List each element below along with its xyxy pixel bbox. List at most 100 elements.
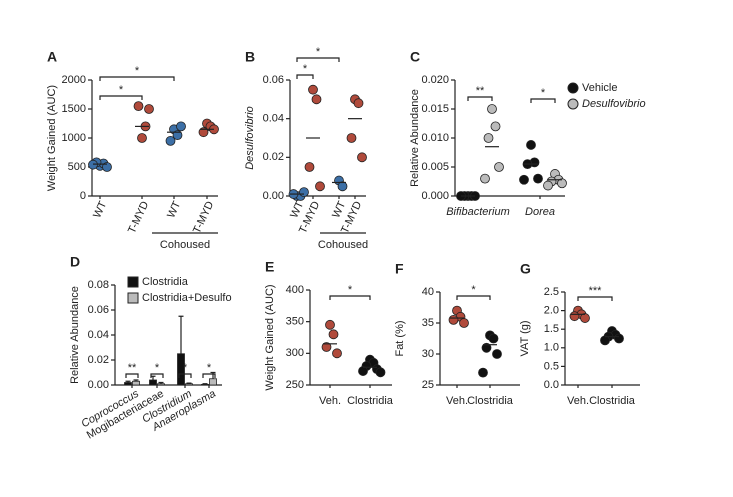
y-tick-label: 0.020 (421, 74, 449, 86)
panel-label: B (245, 49, 255, 65)
significance-bracket (530, 98, 556, 103)
bar (201, 383, 209, 386)
y-tick-label: 0 (80, 190, 86, 202)
y-tick-label: 25 (422, 379, 434, 391)
y-tick-label: 400 (286, 284, 304, 296)
legend-label: Desulfovibrio (582, 98, 646, 110)
data-point (299, 187, 309, 198)
significance-label: * (135, 65, 140, 77)
y-tick-label: 0.00 (263, 190, 284, 202)
y-tick-label: 0.02 (88, 354, 109, 366)
data-point (325, 319, 335, 330)
error-bar (178, 315, 184, 354)
group-label: Cohoused (318, 239, 368, 251)
error-bar (133, 379, 139, 382)
legend-label: Clostridia+Desulfo (142, 292, 232, 304)
y-tick-label: 350 (286, 316, 304, 328)
y-tick-label: 500 (68, 161, 86, 173)
data-point (321, 342, 332, 352)
y-tick-label: 35 (422, 317, 434, 329)
data-point (332, 348, 342, 359)
data-point (569, 311, 580, 322)
significance-label: * (155, 362, 160, 374)
data-point (144, 104, 154, 114)
panel-label: C (410, 49, 420, 65)
legend-label: Clostridia (142, 276, 189, 288)
significance-label: * (471, 284, 476, 296)
bar (157, 383, 165, 386)
data-point (490, 121, 501, 132)
y-tick-label: 2000 (62, 74, 86, 86)
legend-marker (567, 82, 579, 94)
data-point (133, 101, 144, 111)
error-bar (186, 382, 192, 384)
bar (124, 382, 132, 386)
significance-label: ** (128, 362, 137, 374)
x-tick-label: Dorea (525, 206, 555, 218)
y-tick-label: 300 (286, 347, 304, 359)
group-label: Cohoused (160, 239, 210, 251)
data-point (315, 181, 325, 192)
y-tick-label: 1.5 (544, 323, 559, 335)
y-tick-label: 0.000 (421, 190, 449, 202)
data-point (480, 173, 490, 184)
significance-label: ** (476, 85, 485, 97)
data-point (311, 94, 322, 105)
y-axis-label: Relative Abundance (69, 286, 81, 384)
data-point (481, 342, 492, 353)
data-point (488, 333, 499, 344)
data-point (137, 133, 147, 143)
data-point (483, 133, 494, 143)
y-tick-label: 0.00 (88, 379, 109, 391)
data-point (543, 180, 553, 191)
data-point (494, 162, 504, 172)
significance-bracket (178, 373, 192, 378)
y-tick-label: 0.06 (88, 304, 109, 316)
x-tick-label: WT (91, 199, 109, 220)
data-point (580, 313, 590, 323)
data-point (198, 127, 209, 138)
x-tick-label: Clostridia (589, 395, 636, 407)
data-point (308, 84, 318, 95)
data-point (533, 173, 543, 184)
significance-bracket (577, 296, 613, 301)
data-point (459, 318, 469, 328)
significance-label: * (119, 84, 124, 96)
data-point (526, 140, 536, 150)
error-bar (158, 381, 164, 384)
significance-label: * (541, 87, 546, 99)
significance-label: * (303, 63, 308, 75)
panel-label: F (395, 261, 404, 277)
significance-bracket (296, 57, 340, 62)
data-point (557, 178, 567, 189)
significance-label: * (348, 284, 353, 296)
data-point (600, 335, 610, 346)
significance-bracket (125, 373, 139, 378)
significance-bracket (329, 295, 371, 300)
data-point (337, 181, 348, 192)
data-point (353, 98, 364, 109)
x-tick-label: Clostridia (347, 395, 394, 407)
significance-bracket (202, 373, 216, 378)
data-point (487, 104, 497, 114)
y-axis-label: Weight Gained (AUC) (46, 85, 58, 191)
error-bar (202, 383, 208, 385)
panel-label: A (47, 49, 57, 65)
y-tick-label: 2.0 (544, 305, 559, 317)
y-tick-label: 0.08 (88, 279, 109, 291)
panel-label: D (70, 254, 80, 270)
x-tick-label: T-MYD (126, 199, 151, 235)
y-tick-label: 0.0 (544, 379, 559, 391)
y-tick-label: 0.02 (263, 151, 284, 163)
significance-bracket (99, 95, 143, 100)
legend-swatch (127, 292, 139, 304)
data-point (492, 349, 502, 359)
legend-marker (567, 98, 579, 110)
y-tick-label: 0.010 (421, 132, 449, 144)
y-tick-label: 1.0 (544, 342, 559, 354)
significance-bracket (456, 295, 491, 300)
data-point (478, 367, 488, 378)
y-tick-label: 30 (422, 348, 434, 360)
data-point (102, 162, 112, 172)
data-point (614, 333, 624, 344)
